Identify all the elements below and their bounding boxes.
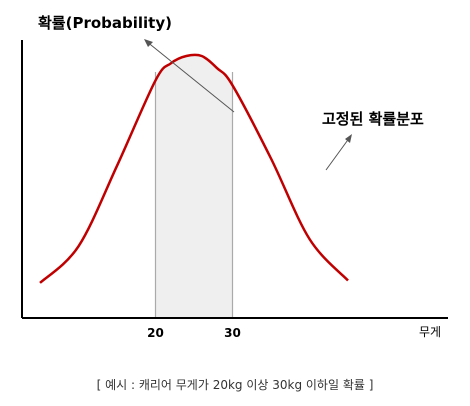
shaded-area-layer [154,54,234,318]
curve-label: 고정된 확률분포 [322,110,424,128]
axes [21,40,448,319]
y-axis-label: 확률(Probability) [38,14,172,32]
shaded-probability-area [155,54,233,318]
chart-text: 확률(Probability) 고정된 확률분포 무게 [38,14,441,339]
curve-label-arrow [325,136,351,171]
curve-layer [39,53,349,284]
probability-curve [39,53,349,284]
probability-arrow [145,40,235,113]
probability-arrowhead [144,39,153,47]
x-tick-label-30: 30 [224,326,241,340]
x-axis-label: 무게 [419,325,441,339]
annotations [144,39,352,171]
x-tick-labels: 20 30 [147,326,241,340]
figure-caption: [ 예시 : 캐리어 무게가 20kg 이상 30kg 이하일 확률 ] [96,378,374,392]
curve-label-arrowhead [345,134,352,143]
x-tick-label-20: 20 [147,326,164,340]
